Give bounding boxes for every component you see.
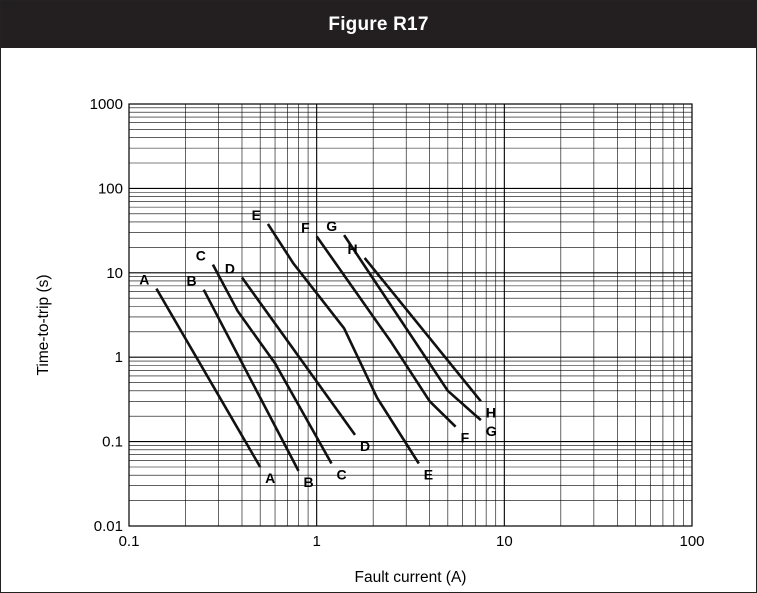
curve-label-start: A [139,272,149,288]
x-tick-label: 100 [679,533,704,550]
y-axis-label: Time-to-trip (s) [35,274,52,375]
x-tick-label: 1 [312,533,320,550]
curve-d [240,276,357,436]
curve-label-start: H [347,241,357,257]
y-tick-label: 1 [115,349,123,366]
curve-label-end: A [265,470,275,486]
curve-g [343,234,482,422]
curve-label-start: F [301,219,310,235]
curve-label-start: G [326,218,337,234]
x-tick-label: 10 [496,533,513,550]
grid [129,104,692,526]
curve-label-end: F [461,430,470,446]
curve-label-end: D [360,438,370,454]
y-tick-label: 10 [106,265,123,282]
curve-e [266,223,420,465]
y-tick-label: 1000 [90,96,123,113]
y-tick-label: 0.01 [94,518,123,535]
curve-h [363,257,482,403]
curve-label-end: C [337,467,347,483]
figure-title: Figure R17 [1,1,756,48]
plot-border [128,103,693,527]
curve-label-start: B [187,273,197,289]
curve-c [211,263,333,465]
curve-label-end: H [486,404,496,420]
x-tick-label: 0.1 [119,533,140,550]
curve-a [155,287,262,468]
curve-f [315,235,457,428]
x-axis-label: Fault current (A) [355,569,467,586]
y-tick-label: 100 [98,180,123,197]
curve-b [202,289,300,472]
curve-label-end: E [424,467,433,483]
curve-label-end: B [303,474,313,490]
y-tick-label: 0.1 [102,434,123,451]
curve-label-end: G [486,423,497,439]
curve-label-start: C [196,248,206,264]
curve-label-start: D [225,260,235,276]
curve-label-start: E [252,207,261,223]
